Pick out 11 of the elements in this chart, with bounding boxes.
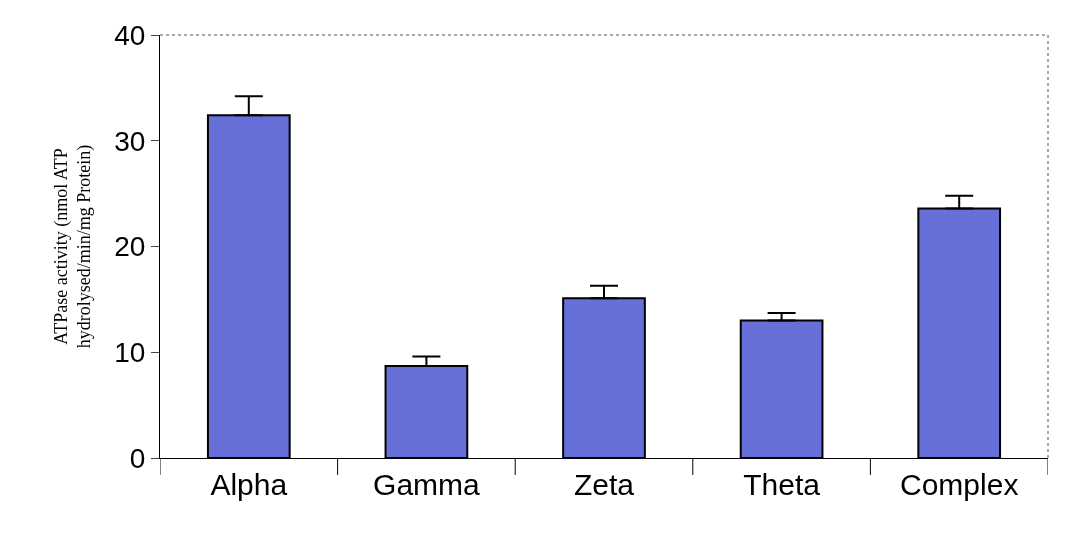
y-axis-title: ATPase activity (nmol ATP hydrolysed/min/mg Protein) (51, 144, 96, 349)
x-tick-label: Theta (743, 468, 821, 501)
y-tick-label: 30 (114, 125, 146, 157)
y-tick-label: 10 (114, 337, 146, 369)
x-tick-label: Alpha (210, 468, 288, 501)
y-tick-label: 40 (114, 19, 146, 51)
y-tick-label: 20 (114, 231, 146, 263)
x-tick-label: Complex (900, 468, 1019, 501)
y-tick-label: 0 (129, 442, 146, 474)
x-tick-label: Gamma (373, 468, 481, 501)
x-tick-label: Zeta (573, 468, 635, 501)
